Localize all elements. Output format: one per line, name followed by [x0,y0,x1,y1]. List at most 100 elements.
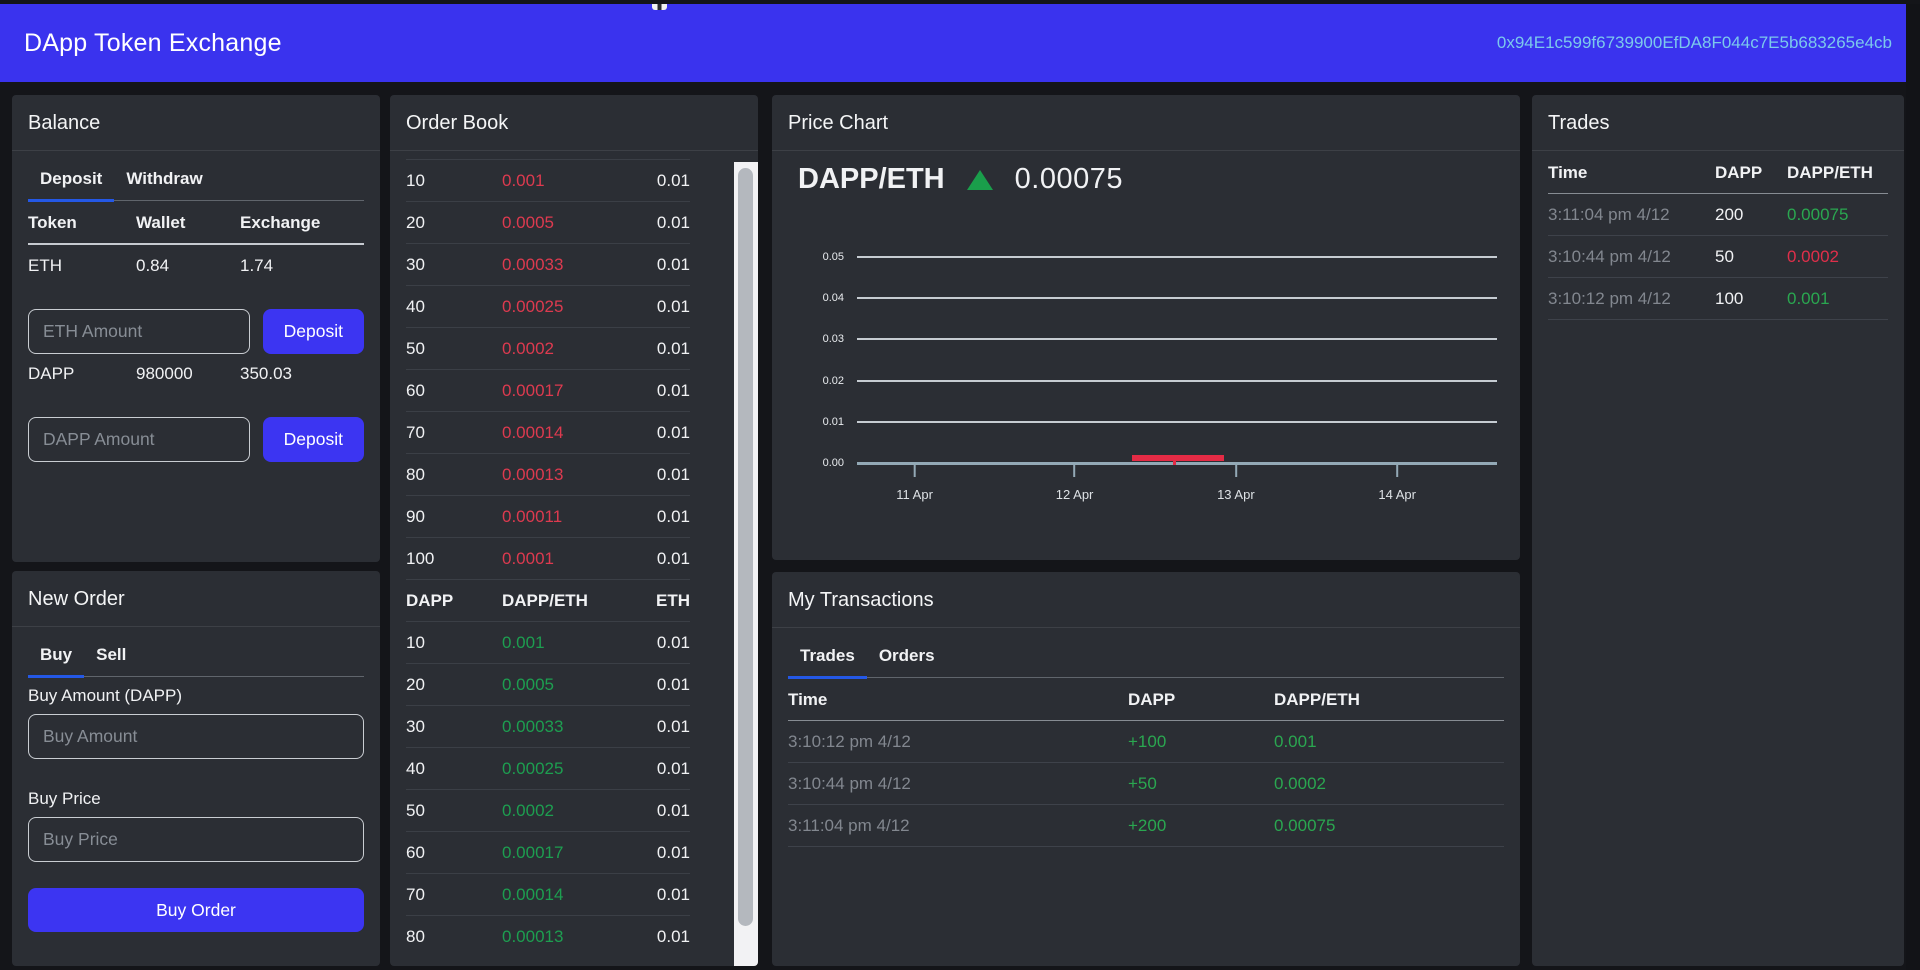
tx-price: 0.001 [1274,731,1317,751]
buy-order-row[interactable]: 70 0.00014 0.01 [406,873,690,915]
sell-orders: 10 0.001 0.01 20 0.0005 0.01 [406,159,690,579]
buy-order-row[interactable]: 40 0.00025 0.01 [406,747,690,789]
buy-order-row[interactable]: 60 0.00017 0.01 [406,831,690,873]
dapp-amount-input[interactable] [28,417,250,462]
tx-time: 3:10:44 pm 4/12 [788,773,911,793]
sell-order-row[interactable]: 30 0.00033 0.01 [406,243,690,285]
buy-price: 0.00017 [502,842,564,862]
new-order-tab[interactable]: Buy [28,637,85,678]
sell-order-row[interactable]: 70 0.00014 0.01 [406,411,690,453]
x-tickmark [1073,465,1076,477]
y-axis-label: 0.02 [822,374,844,387]
my-transactions-title: My Transactions [772,572,1520,628]
new-order-tab[interactable]: Sell [84,637,138,676]
sell-price: 0.00017 [502,380,564,400]
sell-price: 0.00025 [502,296,564,316]
tx-price: 0.00075 [1274,815,1336,835]
last-price: 0.00075 [1014,163,1123,195]
buy-order-row[interactable]: 20 0.0005 0.01 [406,663,690,705]
x-tickmark [1396,465,1399,477]
order-book-header-row: DAPP DAPP/ETH ETH [406,579,690,621]
my-transactions-tab[interactable]: Trades [788,638,867,679]
sell-order-row[interactable]: 40 0.00025 0.01 [406,285,690,327]
buy-price-label: Buy Price [28,789,101,808]
eth-amount-input[interactable] [28,309,250,354]
buy-price: 0.00033 [502,716,564,736]
balance-tab[interactable]: Deposit [28,161,115,202]
trade-price: 0.001 [1787,288,1830,308]
buy-order-row[interactable]: 10 0.001 0.01 [406,621,690,663]
order-book-title: Order Book [390,95,758,151]
sell-order-row[interactable]: 100 0.0001 0.01 [406,537,690,579]
x-tickmark [913,465,916,477]
my-transactions-tab[interactable]: Orders [867,638,947,677]
buy-order-button[interactable]: Buy Order [28,888,364,932]
x-axis-label: 13 Apr [1217,487,1255,502]
sell-order-row[interactable]: 60 0.00017 0.01 [406,369,690,411]
sell-price: 0.00011 [502,506,563,526]
balance-title: Balance [12,95,380,151]
tx-time: 3:11:04 pm 4/12 [788,815,910,835]
navbar: DApp Token Exchange 0x94E1c599f6739900Ef… [0,4,1920,82]
y-axis-label: 0.05 [822,251,844,263]
col-exchange: Exchange [240,213,321,232]
wallet-address: 0x94E1c599f6739900EfDA8F044c7E5b683265e4… [1496,33,1892,52]
buy-price: 0.00013 [502,926,564,946]
x-axis-label: 11 Apr [896,487,933,502]
sell-order-row[interactable]: 50 0.0002 0.01 [406,327,690,369]
dapp-deposit-form: Deposit [28,417,364,462]
new-order-tabs: Buy Sell [28,637,364,678]
balance-tab[interactable]: Withdraw [114,161,214,200]
gridline: 0.04 [823,292,1497,304]
balance-column: Balance Deposit Withdraw Token Wallet Ex… [12,95,380,966]
my-transaction-row: 3:10:44 pm 4/12 +50 0.0002 [788,763,1504,805]
y-axis-label: 0.00 [822,457,844,470]
page-scrollbar[interactable] [1906,4,1920,970]
price-chart-panel: Price Chart DAPP/ETH 0.00075 0.05 [772,95,1520,560]
col-wallet: Wallet [136,213,186,232]
trade-time: 3:10:12 pm 4/12 [1548,288,1671,308]
chart-gridlines: 0.05 0.04 0.03 0.02 [788,251,1504,469]
buy-price: 0.001 [502,632,545,652]
balance-tabs: Deposit Withdraw [28,161,364,202]
sell-order-row[interactable]: 90 0.00011 0.01 [406,495,690,537]
my-transactions-rows: 3:10:12 pm 4/12 +100 0.001 3:10:44 pm 4/… [788,721,1504,847]
trades-title: Trades [1532,95,1904,151]
x-tickmark [1234,465,1237,477]
tx-amount: +200 [1128,815,1167,835]
order-book-scrollbar-track[interactable] [734,162,758,966]
my-transaction-row: 3:11:04 pm 4/12 +200 0.00075 [788,805,1504,847]
chart-column: Price Chart DAPP/ETH 0.00075 0.05 [772,95,1520,966]
sell-order-row[interactable]: 10 0.001 0.01 [406,159,690,201]
x-axis-label: 12 Apr [1055,487,1094,502]
buy-order-row[interactable]: 50 0.0002 0.01 [406,789,690,831]
eth-deposit-button[interactable]: Deposit [262,309,364,354]
my-transactions-header-row: Time DAPP DAPP/ETH [788,678,1504,721]
buy-amount-label: Buy Amount (DAPP) [28,686,183,705]
trades-panel: Trades Time DAPP DAPP/ETH 3:11:04 pm 4/1… [1532,95,1904,966]
buy-price-input[interactable] [28,817,364,862]
sell-order-row[interactable]: 80 0.00013 0.01 [406,453,690,495]
gridline: 0.02 [823,375,1497,387]
balance-table-header: Token Wallet Exchange [28,201,364,245]
y-axis-label: 0.03 [822,333,844,346]
candlestick-chart: 0.05 0.04 0.03 0.02 [788,251,1504,469]
buy-amount-input[interactable] [28,714,364,759]
price-candle-wick [1173,461,1176,465]
eth-deposit-form: Deposit [28,309,364,354]
sell-order-row[interactable]: 20 0.0005 0.01 [406,201,690,243]
col-token: Token [28,213,77,232]
order-book-panel: Order Book 10 0.001 0.01 2 [390,95,758,966]
buy-price: 0.00025 [502,758,564,778]
buy-order-row[interactable]: 30 0.00033 0.01 [406,705,690,747]
buy-price: 0.00014 [502,884,564,904]
trade-amount: 200 [1715,204,1744,224]
gridline: 0.00 [823,457,1497,469]
trades-column: Trades Time DAPP DAPP/ETH 3:11:04 pm 4/1… [1532,95,1904,966]
y-axis-label: 0.04 [822,292,844,305]
x-tick: 14 Apr [1378,465,1416,502]
dapp-deposit-button[interactable]: Deposit [262,417,364,462]
order-book-scrollbar-thumb[interactable] [738,168,753,926]
order-book-column: Order Book 10 0.001 0.01 2 [390,95,758,966]
buy-order-row[interactable]: 80 0.00013 0.01 [406,915,690,957]
